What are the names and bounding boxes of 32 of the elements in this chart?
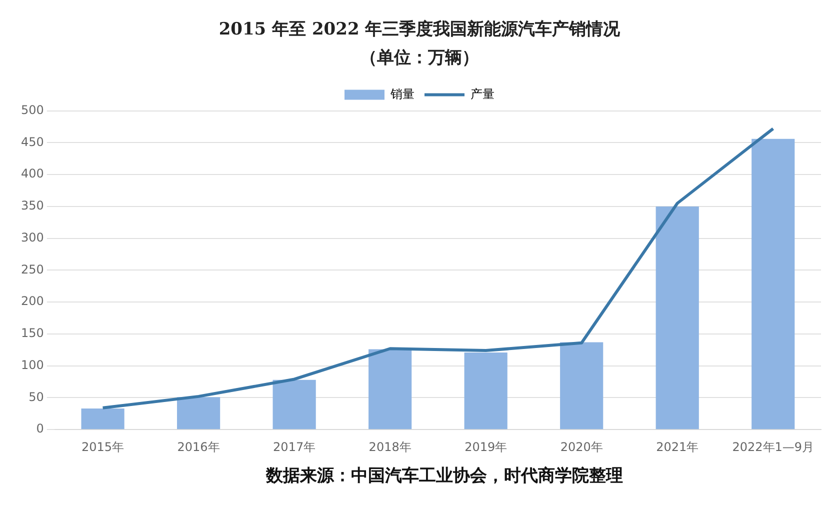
x-tick-label: 2015年 <box>82 440 124 454</box>
bar <box>368 349 412 430</box>
bar <box>81 408 124 430</box>
bar <box>656 206 699 430</box>
x-tick-label: 2021年 <box>656 440 699 454</box>
y-tick-label: 300 <box>21 230 44 244</box>
y-tick-label: 450 <box>21 134 44 149</box>
x-tick-label: 2020年 <box>560 440 603 454</box>
x-tick-label: 2018年 <box>368 440 412 454</box>
y-tick-label: 0 <box>36 422 44 436</box>
bar <box>177 397 220 430</box>
y-tick-label: 100 <box>21 358 44 372</box>
y-tick-label: 250 <box>21 262 44 276</box>
bar <box>560 342 604 430</box>
y-tick-label: 150 <box>21 326 44 340</box>
x-tick-label: 2017年 <box>273 440 316 454</box>
bar <box>272 380 316 430</box>
x-tick-label: 2016年 <box>177 440 220 454</box>
x-tick-label: 2019年 <box>464 440 508 454</box>
chart-subtitle: （单位：万辆） <box>360 48 479 68</box>
y-tick-label: 200 <box>21 294 44 308</box>
y-tick-label: 400 <box>21 166 44 181</box>
legend-label: 销量 <box>390 86 414 101</box>
y-tick-label: 50 <box>28 390 44 404</box>
source-note: 数据来源：中国汽车工业协会，时代商学院整理 <box>264 465 624 487</box>
legend-label: 产量 <box>470 86 494 101</box>
chart-title: 2015 年至 2022 年三季度我国新能源汽车产销情况 <box>218 20 622 40</box>
y-tick-label: 350 <box>21 198 44 213</box>
x-tick-label: 2022年1—9月 <box>732 440 814 454</box>
bar <box>464 352 508 430</box>
y-tick-label: 500 <box>21 102 44 117</box>
bar <box>752 138 795 430</box>
